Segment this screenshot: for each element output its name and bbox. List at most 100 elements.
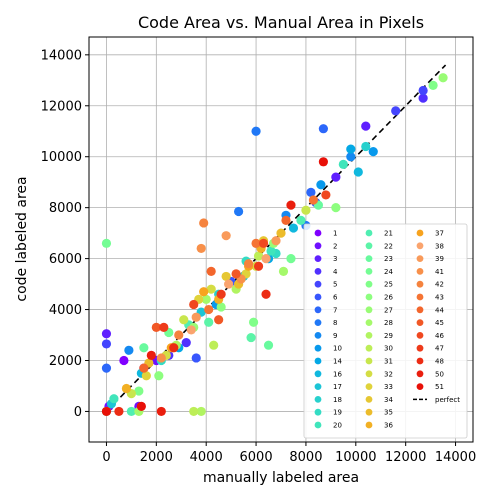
- data-point-series-9: [346, 152, 356, 162]
- legend-marker: [314, 370, 322, 378]
- y-tick-label: 8000: [49, 201, 82, 216]
- data-point-series-47: [216, 289, 226, 299]
- data-point-series-7: [306, 187, 316, 197]
- data-point-series-42: [199, 218, 209, 228]
- legend-entry-label: 5: [333, 281, 337, 289]
- legend-marker: [416, 280, 424, 288]
- data-point-series-30: [209, 340, 219, 350]
- legend-entry-label: 23: [384, 255, 393, 263]
- legend-marker: [416, 370, 424, 378]
- data-point-series-20: [266, 246, 276, 256]
- legend-marker: [416, 268, 424, 275]
- legend-entry-label: 43: [435, 294, 444, 302]
- legend-marker: [314, 344, 322, 352]
- legend-marker: [416, 306, 424, 314]
- legend-entry-label: 46: [435, 332, 444, 340]
- y-tick-label: 12000: [41, 99, 82, 114]
- data-point-series-48: [169, 343, 179, 353]
- data-point-series-51: [318, 157, 328, 167]
- x-axis-ticks: 0 2000 4000 6000 8000 10000 12000 14000: [102, 442, 476, 465]
- data-point-series-38: [261, 254, 271, 264]
- legend-marker: [416, 357, 424, 365]
- data-point-series-8: [251, 126, 261, 136]
- legend-entry-label: 41: [435, 268, 444, 276]
- data-point-series-48: [114, 406, 124, 417]
- data-point-series-26: [216, 302, 226, 312]
- legend-marker: [365, 421, 373, 429]
- legend-marker: [314, 280, 322, 288]
- data-point-series-37: [199, 287, 209, 297]
- data-point-series-39: [271, 236, 281, 246]
- data-point-series-47: [253, 261, 264, 271]
- legend-marker: [314, 293, 322, 301]
- chart-title: Code Area vs. Manual Area in Pixels: [138, 13, 424, 32]
- data-point-series-28: [201, 294, 211, 304]
- data-point-series-45: [214, 315, 224, 325]
- legend-entry-label: 34: [384, 396, 393, 404]
- legend-entry-label: 19: [333, 409, 342, 417]
- data-point-series-5: [418, 85, 428, 96]
- data-point-series-22: [204, 317, 214, 327]
- data-point-series-43: [308, 195, 319, 205]
- data-point-series-3: [101, 329, 112, 339]
- data-point-series-9: [124, 345, 134, 355]
- data-point-series-18: [361, 141, 371, 152]
- legend-marker: [314, 421, 322, 429]
- legend-entry-label: 44: [435, 306, 444, 314]
- data-point-series-36: [121, 383, 132, 394]
- data-point-series-25: [248, 317, 259, 327]
- data-point-series-43: [251, 238, 261, 248]
- x-tick-label: 8000: [289, 450, 322, 465]
- data-point-series-5: [101, 339, 112, 349]
- data-point-series-3: [331, 172, 341, 182]
- data-point-series-31: [179, 315, 189, 325]
- data-point-series-14: [346, 144, 356, 154]
- data-point-series-34: [221, 271, 231, 282]
- data-point-series-32: [206, 284, 216, 294]
- data-point-series-41: [156, 353, 166, 363]
- legend-entry-label: 38: [435, 242, 444, 250]
- legend-entry-label: 29: [384, 332, 393, 340]
- legend-entry-label: 36: [384, 422, 393, 430]
- legend-marker: [314, 383, 322, 390]
- legend-marker: [365, 408, 373, 416]
- x-axis-label: manually labeled area: [203, 470, 359, 486]
- legend-entry-label: 16: [333, 370, 342, 378]
- legend-marker: [314, 242, 322, 250]
- legend-marker: [365, 332, 373, 339]
- data-point-series-38: [224, 279, 234, 289]
- legend-entry-label: 24: [384, 268, 393, 276]
- legend-entry-label: 45: [435, 319, 444, 327]
- data-point-series-16: [288, 223, 299, 233]
- y-tick-label: 10000: [41, 150, 82, 165]
- y-axis-label: code labeled area: [14, 176, 30, 301]
- legend-entry-label: 51: [435, 383, 444, 391]
- data-point-series-46: [321, 190, 331, 200]
- legend-entry-label: 3: [333, 255, 337, 263]
- legend-entry-label: 10: [333, 345, 342, 353]
- legend-marker: [365, 383, 373, 390]
- data-point-series-16: [353, 167, 363, 177]
- data-point-series-20: [109, 394, 119, 404]
- data-point-series-31: [301, 205, 311, 215]
- y-tick-label: 14000: [41, 48, 82, 63]
- y-tick-label: 2000: [49, 354, 82, 369]
- legend-marker: [365, 344, 373, 352]
- data-point-series-24: [286, 254, 296, 264]
- data-point-series-23: [139, 343, 149, 353]
- legend-marker: [314, 357, 322, 365]
- data-point-series-43: [204, 304, 214, 315]
- x-tick-label: 2000: [140, 450, 173, 465]
- legend-marker: [314, 319, 322, 326]
- data-point-series-39: [221, 231, 231, 241]
- data-point-series-30: [189, 406, 199, 417]
- data-point-series-8: [234, 206, 244, 217]
- legend-marker: [365, 293, 373, 301]
- legend-marker: [416, 383, 424, 390]
- data-point-series-4: [181, 338, 191, 348]
- x-tick-label: 6000: [240, 450, 273, 465]
- legend: 1234567891014161718192021222324252627282…: [303, 223, 468, 439]
- legend-entry-label: 31: [384, 358, 393, 366]
- legend-marker: [416, 332, 424, 339]
